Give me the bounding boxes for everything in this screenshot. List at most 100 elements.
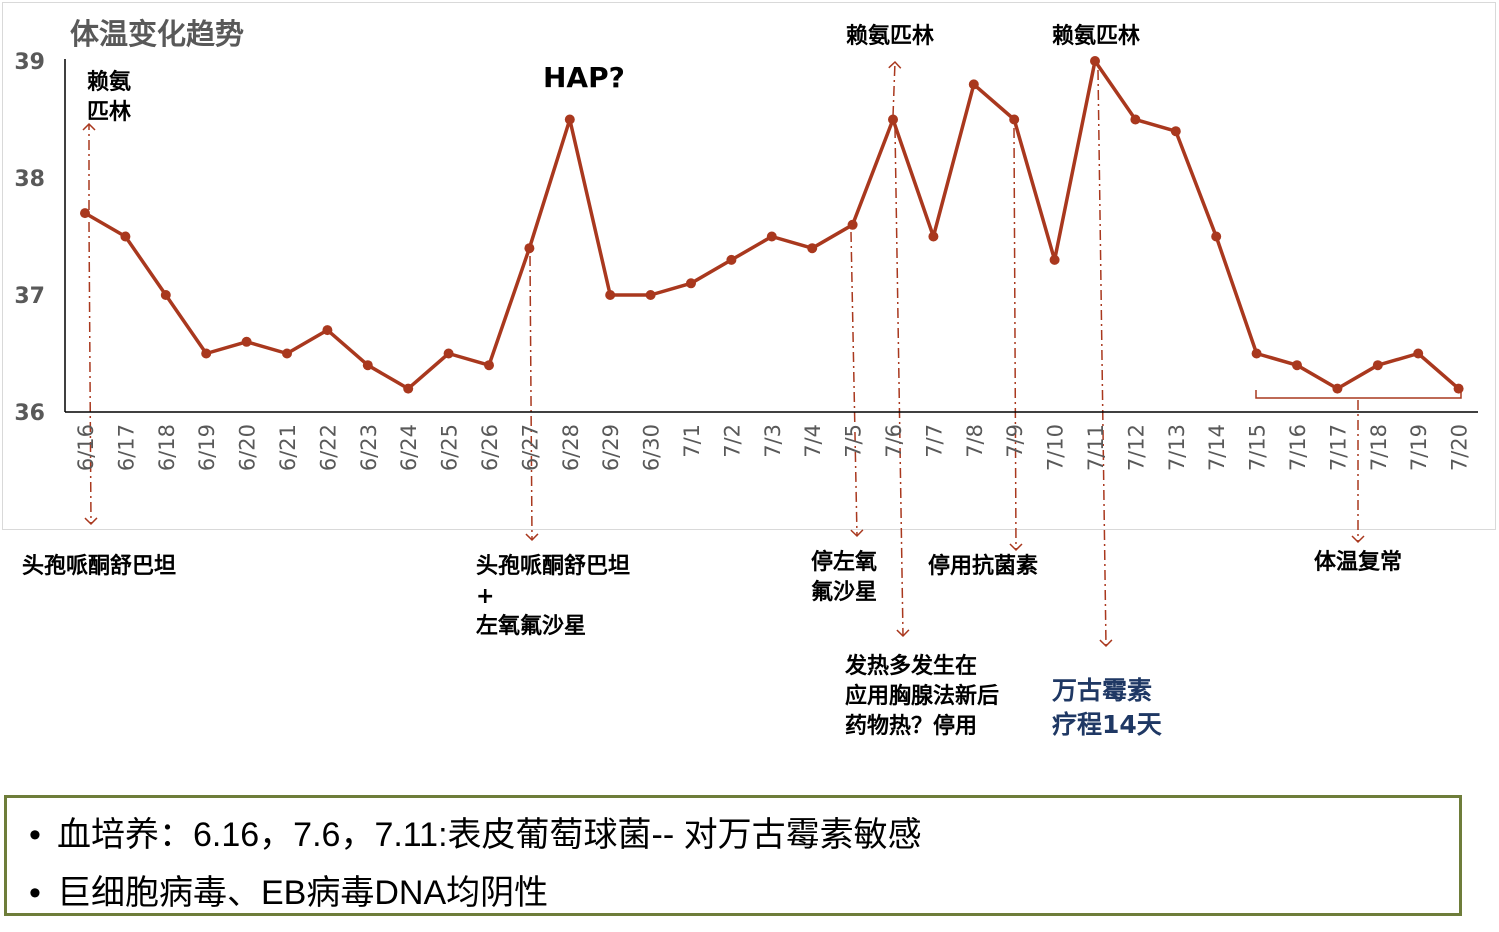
annotation-lysine-aspirin-711: 赖氨匹林: [1052, 24, 1141, 49]
y-tick-labels: 36 37 38 39: [14, 50, 45, 426]
x-tick-label: 7/5: [842, 424, 866, 458]
data-point: [282, 348, 292, 359]
annotation-stop-levofloxacin: 停左氧 氟沙星: [811, 548, 877, 608]
x-tick-label: 7/14: [1205, 424, 1229, 471]
data-point: [362, 360, 373, 371]
annotation-arrows: [82, 60, 1462, 648]
annotation-drug-fever-line: 药物热？停用: [845, 714, 978, 739]
annotation-lysine-aspirin-616-line: 匹林: [87, 100, 132, 125]
data-point: [1413, 348, 1424, 359]
data-point: [484, 360, 494, 371]
x-tick-label: 7/20: [1448, 424, 1472, 471]
data-point: [1009, 114, 1020, 125]
annotation-drug-fever-line: 应用胸腺法新后: [845, 684, 1000, 709]
x-tick-label: 7/2: [720, 424, 744, 458]
annotation-cefoperazone-levofloxacin-line: 头孢哌酮舒巴坦: [476, 554, 631, 579]
data-point: [241, 336, 252, 347]
x-tick-label: 6/17: [114, 424, 138, 471]
chart-frame: [2, 2, 1496, 530]
x-tick-label: 6/26: [478, 424, 502, 471]
data-point: [888, 114, 898, 125]
bullet-dot: •: [29, 816, 41, 854]
x-tick-label: 7/15: [1246, 424, 1270, 471]
data-point: [201, 348, 212, 359]
annotation-drug-fever: 发热多发生在 应用胸腺法新后 药物热？停用: [845, 652, 999, 742]
data-point: [1130, 114, 1141, 125]
data-point: [1251, 348, 1262, 359]
arrow-down-76: [894, 127, 910, 638]
x-tick-label: 6/19: [195, 424, 219, 471]
x-tick-label: 6/18: [155, 424, 179, 471]
data-point: [322, 325, 333, 336]
annotation-hap: HAP?: [543, 61, 625, 94]
data-point: [968, 79, 979, 90]
series-line: [84, 59, 1460, 391]
data-point: [160, 290, 171, 300]
x-tick-label: 6/30: [640, 424, 664, 471]
x-tick-label: 7/19: [1407, 424, 1431, 471]
temperature-series: [80, 56, 1464, 394]
data-point: [1049, 254, 1060, 265]
x-tick-label: 6/27: [518, 424, 542, 471]
annotation-vancomycin: 万古霉素疗程14天: [1052, 674, 1162, 742]
data-point: [1332, 383, 1343, 394]
chart-title: 体温变化趋势: [70, 17, 244, 51]
y-tick-label: 37: [14, 284, 45, 309]
x-tick-label: 7/10: [1044, 424, 1068, 471]
annotation-cefoperazone: 头孢哌酮舒巴坦: [22, 554, 177, 579]
annotation-stop-antibiotics: 停用抗菌素: [928, 554, 1039, 579]
data-point: [1453, 383, 1464, 394]
data-point: [564, 114, 575, 125]
annotation-drug-fever-line: 发热多发生在: [845, 654, 978, 679]
x-tick-label: 7/12: [1124, 424, 1148, 471]
chart-axes: [64, 59, 1478, 413]
data-point: [120, 231, 131, 242]
x-tick-label: 7/17: [1326, 424, 1350, 471]
data-point: [1090, 56, 1100, 66]
data-point: [847, 219, 858, 230]
data-point: [686, 278, 696, 289]
data-point: [403, 383, 414, 394]
annotation-cefoperazone-levofloxacin-line: +: [476, 584, 495, 609]
data-point: [766, 231, 777, 242]
annotation-temp-normal: 体温复常: [1314, 550, 1403, 575]
info-line-blood-culture: • 血培养：6.16，7.6，7.11:表皮葡萄球菌-- 对万古霉素敏感: [29, 806, 1459, 864]
x-tick-label: 7/7: [922, 424, 946, 458]
x-tick-label: 7/18: [1367, 424, 1391, 471]
annotation-lysine-aspirin-76: 赖氨匹林: [846, 24, 935, 49]
data-point: [1170, 126, 1181, 137]
annotation-lysine-aspirin-616-line: 赖氨: [87, 70, 132, 95]
annotation-vancomycin-line: 万古霉素: [1052, 676, 1153, 705]
bracket-temp-normal: [1255, 390, 1462, 399]
y-tick-label: 38: [14, 167, 45, 192]
temperature-chart: 体温变化趋势 6/16 6/17 6/18 6/19 6/20 6/21 6/22 6/23 6…: [14, 17, 1478, 648]
x-tick-label: 6/20: [236, 424, 260, 471]
annotation-vancomycin-line: 疗程14天: [1052, 710, 1162, 739]
annotation-cefoperazone-levofloxacin: 头孢哌酮舒巴坦 + 左氧氟沙星: [476, 552, 630, 642]
info-box: • 血培养：6.16，7.6，7.11:表皮葡萄球菌-- 对万古霉素敏感 • 巨细胞…: [4, 795, 1462, 916]
x-tick-label: 7/9: [1003, 424, 1027, 458]
data-point: [1372, 360, 1383, 371]
arrow-down-711: [1097, 69, 1113, 648]
data-point: [726, 254, 737, 265]
info-line-virus-dna: • 巨细胞病毒、EB病毒DNA均阴性: [29, 864, 1459, 922]
x-tick-label: 6/24: [397, 424, 421, 471]
y-tick-label: 36: [14, 401, 45, 426]
x-tick-label: 7/8: [963, 424, 987, 458]
data-point: [1211, 231, 1222, 242]
annotation-lysine-aspirin-616: 赖氨 匹林: [87, 68, 131, 128]
arrow-down-616: [84, 221, 98, 526]
arrow-down-75: [850, 231, 864, 538]
data-point: [80, 208, 90, 219]
x-tick-label: 6/23: [357, 424, 381, 471]
x-tick-label: 7/11: [1084, 424, 1108, 471]
data-point: [443, 348, 454, 359]
data-point: [645, 290, 656, 300]
x-tick-label: 7/6: [882, 424, 906, 458]
x-tick-label: 6/25: [438, 424, 462, 471]
y-tick-label: 39: [14, 50, 45, 75]
annotation-stop-levofloxacin-line: 氟沙星: [811, 580, 878, 605]
bullet-dot: •: [29, 874, 41, 912]
arrow-down-79: [1009, 127, 1023, 552]
data-point: [1292, 360, 1302, 371]
